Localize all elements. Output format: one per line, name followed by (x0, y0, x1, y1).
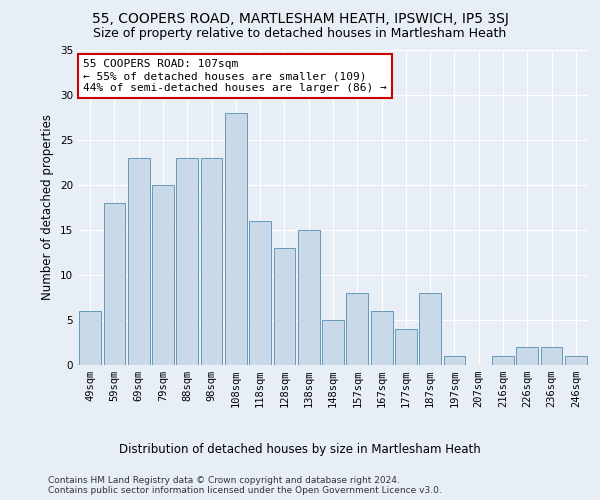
Bar (541, 347, 562, 365)
Bar (176, 158, 198, 365)
Bar (419, 293, 441, 365)
Text: Size of property relative to detached houses in Martlesham Heath: Size of property relative to detached ho… (94, 28, 506, 40)
Bar (322, 320, 344, 365)
Bar (249, 221, 271, 365)
Bar (395, 329, 417, 365)
Bar (298, 230, 320, 365)
Bar (346, 293, 368, 365)
Bar (492, 356, 514, 365)
Text: 55 COOPERS ROAD: 107sqm
← 55% of detached houses are smaller (109)
44% of semi-d: 55 COOPERS ROAD: 107sqm ← 55% of detache… (83, 60, 387, 92)
Bar (565, 356, 587, 365)
Bar (200, 158, 223, 365)
Text: Contains HM Land Registry data © Crown copyright and database right 2024.
Contai: Contains HM Land Registry data © Crown c… (48, 476, 442, 495)
Bar (128, 158, 149, 365)
Bar (104, 203, 125, 365)
Bar (274, 248, 295, 365)
Text: Distribution of detached houses by size in Martlesham Heath: Distribution of detached houses by size … (119, 442, 481, 456)
Bar (79, 311, 101, 365)
Y-axis label: Number of detached properties: Number of detached properties (41, 114, 55, 300)
Bar (517, 347, 538, 365)
Bar (371, 311, 392, 365)
Bar (152, 185, 174, 365)
Text: 55, COOPERS ROAD, MARTLESHAM HEATH, IPSWICH, IP5 3SJ: 55, COOPERS ROAD, MARTLESHAM HEATH, IPSW… (92, 12, 508, 26)
Bar (225, 113, 247, 365)
Bar (443, 356, 466, 365)
